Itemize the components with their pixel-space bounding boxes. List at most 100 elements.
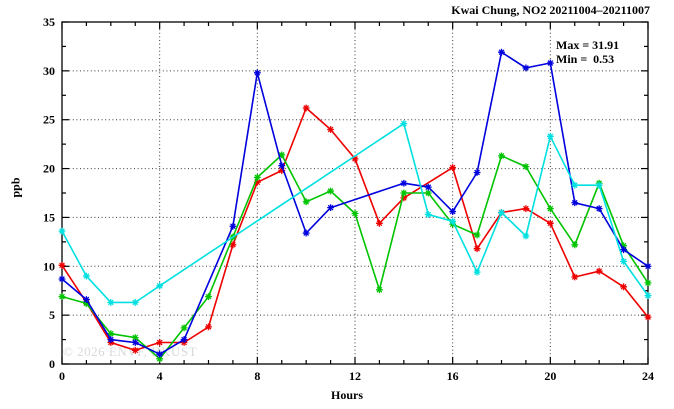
x-tick-label: 20 <box>544 369 556 383</box>
series-blue-marker <box>253 69 261 77</box>
y-tick-label: 15 <box>43 210 55 224</box>
series-cyan-line <box>61 122 649 304</box>
x-tick-label: 12 <box>349 369 361 383</box>
watermark: © 2026 ENVF, HKUST <box>63 344 198 359</box>
series-red-marker <box>156 339 164 346</box>
y-tick-label: 25 <box>43 113 55 127</box>
y-tick-label: 35 <box>43 15 55 29</box>
series-cyan-marker <box>498 209 505 216</box>
series-green-marker <box>644 279 652 287</box>
series-blue-marker <box>522 64 530 72</box>
series-blue-marker <box>644 262 652 270</box>
series-cyan-marker <box>571 181 579 189</box>
max-min-annotation: Max = 31.91 Min = 0.53 <box>556 38 619 66</box>
y-tick-label: 20 <box>43 162 55 176</box>
min-annotation: Min = 0.53 <box>556 52 615 66</box>
series-blue-marker <box>571 199 579 207</box>
series-cyan-marker <box>595 181 603 189</box>
series-green-marker <box>253 173 261 181</box>
y-tick-label: 0 <box>49 357 55 371</box>
series-blue-marker <box>278 162 286 170</box>
series-cyan-marker <box>107 299 115 306</box>
series-green-marker <box>522 163 530 171</box>
series-cyan-marker <box>424 211 432 218</box>
series-green-marker <box>278 151 286 159</box>
series-green-marker <box>473 231 481 239</box>
series-red-marker <box>253 178 261 186</box>
series-green-marker <box>58 293 66 300</box>
series-blue-marker <box>83 296 90 303</box>
max-annotation: Max = 31.91 <box>556 38 620 52</box>
series-red-marker <box>58 261 66 269</box>
series-red-marker <box>473 245 481 253</box>
x-tick-label: 4 <box>157 369 163 383</box>
series-green-marker <box>400 189 408 197</box>
series-blue-marker <box>58 275 66 283</box>
series-green-marker <box>571 241 579 249</box>
series-blue-marker <box>449 208 457 215</box>
series-blue-marker <box>229 222 237 230</box>
series-green-marker <box>498 152 505 160</box>
series-red-marker <box>302 104 310 112</box>
series-blue-marker <box>424 183 432 191</box>
chart-title: Kwai Chung, NO2 20211004–20211007 <box>451 3 650 17</box>
series-blue-marker <box>498 48 505 56</box>
series-red-marker <box>351 155 359 163</box>
series-red-marker <box>400 194 408 202</box>
series-green-marker <box>376 286 383 294</box>
series-green-marker <box>620 242 627 250</box>
series-cyan-marker <box>522 232 530 240</box>
y-tick-label: 5 <box>49 308 55 322</box>
series-green-marker <box>83 300 90 307</box>
series-green-marker <box>156 355 164 363</box>
series-cyan-marker <box>131 299 139 306</box>
series-cyan-marker <box>449 217 457 225</box>
series-cyan-marker <box>620 258 627 265</box>
series-blue-marker <box>473 169 481 176</box>
series-red-marker <box>131 346 139 354</box>
series-red-marker <box>595 267 603 275</box>
series-cyan-marker <box>83 272 90 280</box>
y-tick-label: 30 <box>43 64 55 78</box>
series-green-marker <box>205 293 212 300</box>
series-green-marker <box>302 198 310 206</box>
series-blue-marker <box>620 246 627 254</box>
series-green-marker <box>107 330 115 338</box>
series-red-marker <box>205 323 212 331</box>
x-tick-label: 16 <box>447 369 459 383</box>
series-cyan-marker <box>58 227 66 235</box>
series-red-marker <box>229 241 237 249</box>
series-blue-marker <box>327 204 334 212</box>
series-green-marker <box>351 210 359 217</box>
series-green-marker <box>180 324 188 332</box>
y-axis-label: ppb <box>8 177 23 198</box>
series-red-marker <box>644 313 652 321</box>
series-red-marker <box>571 273 579 281</box>
series-red-marker <box>278 167 286 174</box>
series-blue-line <box>61 51 649 356</box>
x-tick-label: 0 <box>59 369 65 383</box>
series-blue-marker <box>400 179 408 187</box>
series-blue-marker <box>302 229 310 237</box>
series-red-line <box>61 107 649 352</box>
series-cyan-marker <box>473 268 481 276</box>
series-red-marker <box>376 219 383 227</box>
series-red-marker <box>449 164 457 171</box>
x-axis-label: Hours <box>330 388 363 402</box>
x-tick-label: 8 <box>254 369 260 383</box>
series-green-marker <box>131 334 139 342</box>
series-blue-marker <box>107 336 115 343</box>
series-red-marker <box>327 126 334 133</box>
series-cyan-marker <box>156 282 164 290</box>
series-blue-marker <box>156 350 164 358</box>
series-blue-marker <box>180 336 188 343</box>
series-blue-marker <box>131 339 139 346</box>
series-blue-marker <box>595 205 603 213</box>
x-tick-label: 24 <box>642 369 654 383</box>
series-green-marker <box>424 189 432 197</box>
series-cyan-marker <box>546 132 554 140</box>
series-red-marker <box>546 219 554 227</box>
series-cyan-marker <box>400 120 408 128</box>
